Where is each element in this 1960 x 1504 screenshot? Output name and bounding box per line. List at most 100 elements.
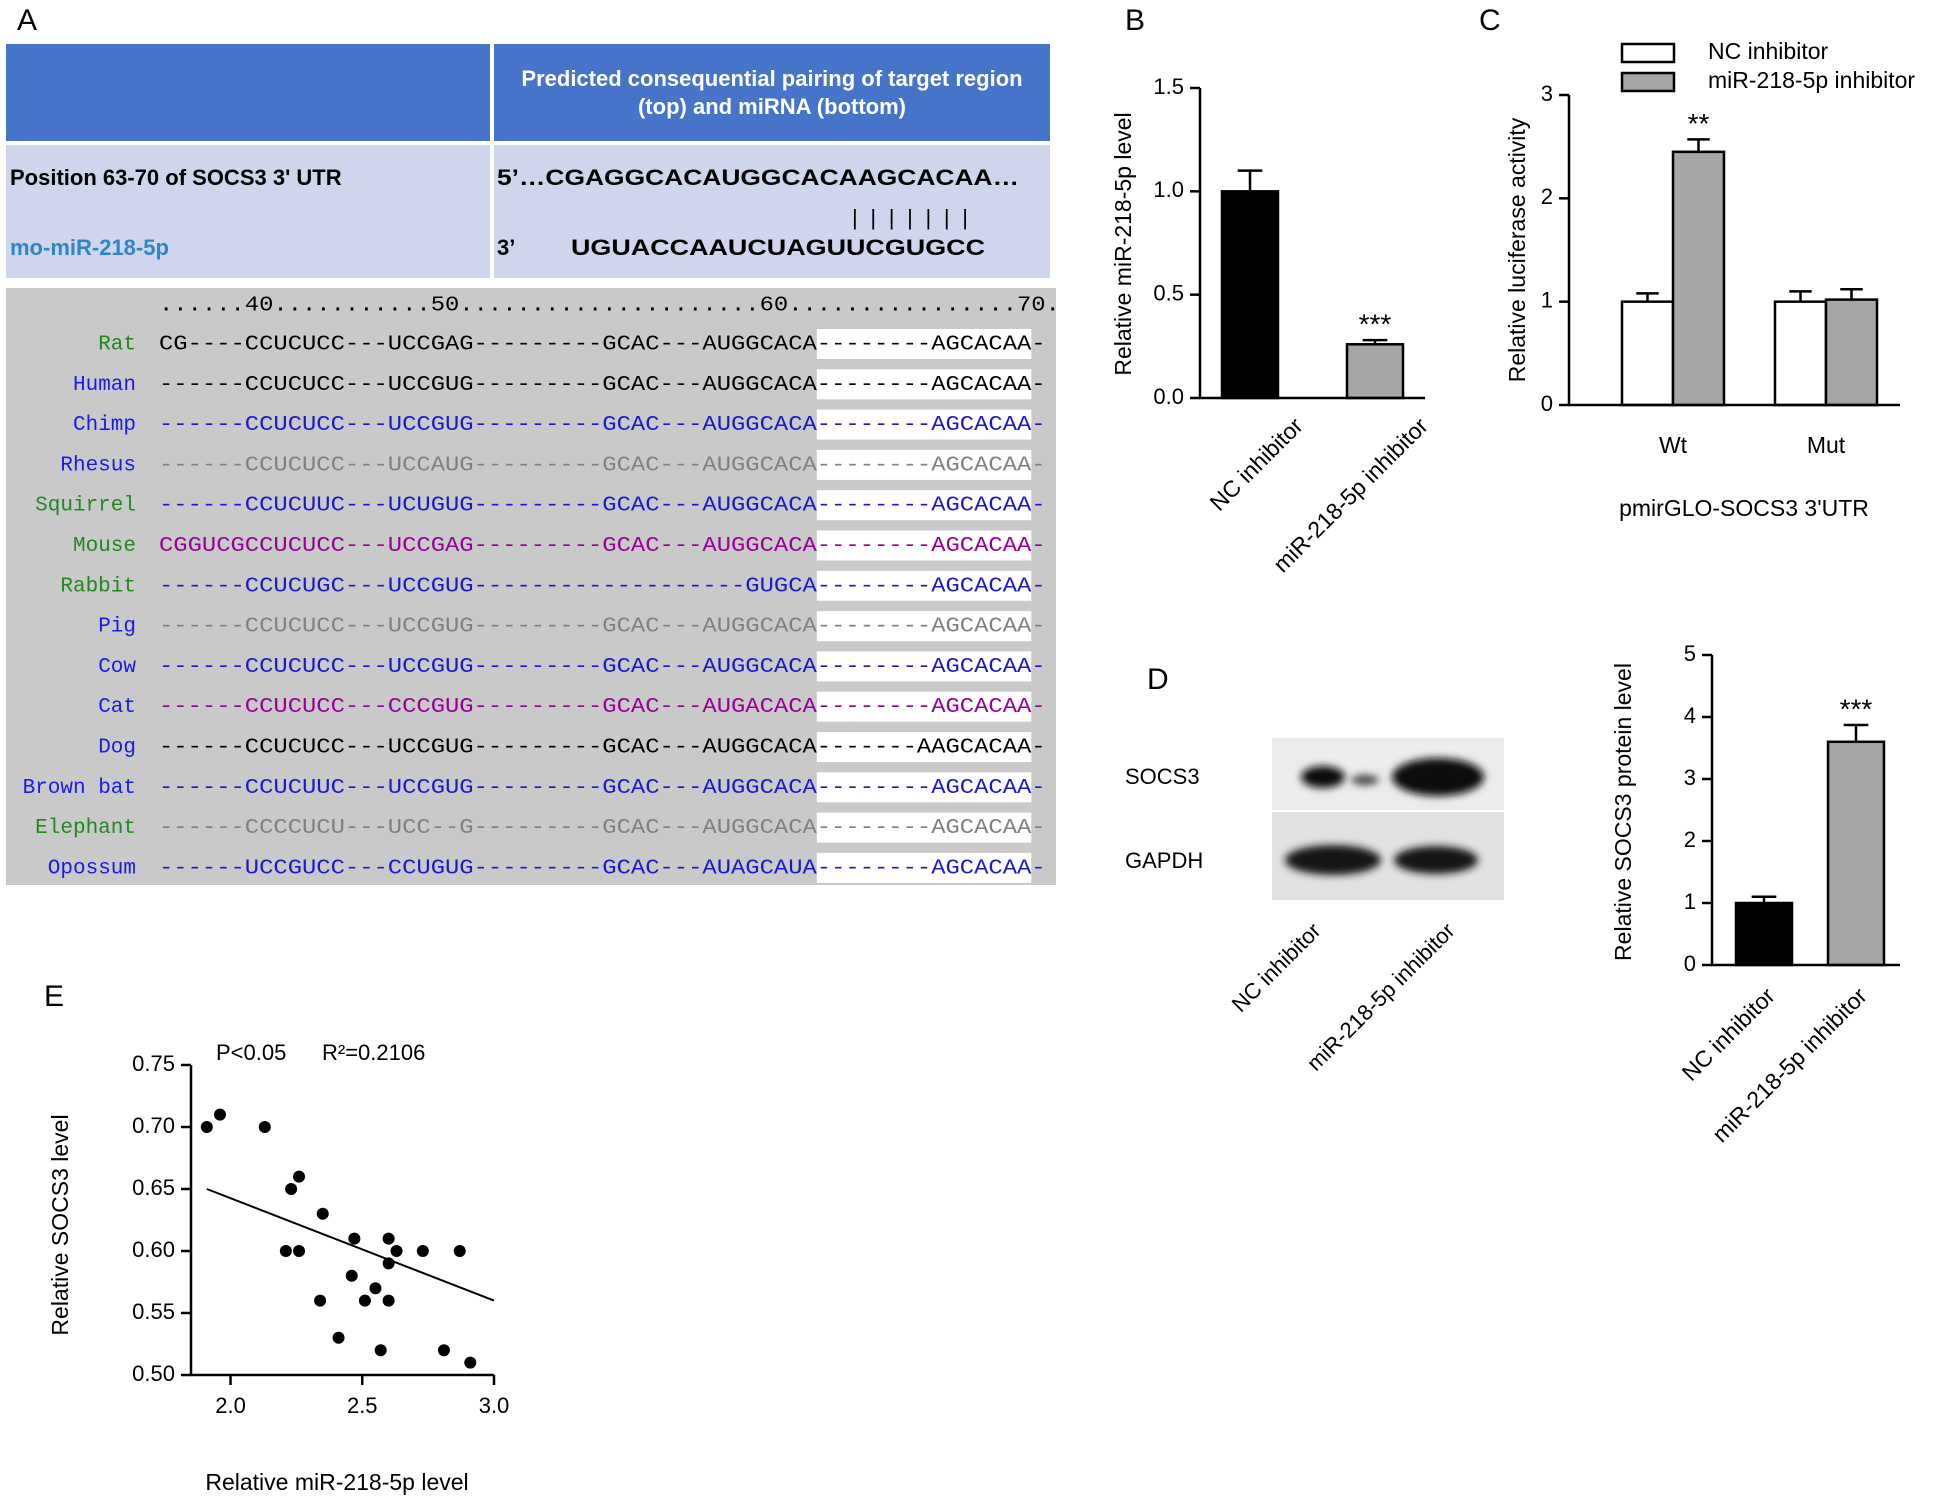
x-tick-label: NC inhibitor [1204,412,1308,516]
panel-label: B [1125,4,1145,37]
x-tick-label: 2.0 [215,1393,246,1418]
blot-band-label: GAPDH [1125,848,1203,873]
y-tick-label: 1 [1541,287,1553,312]
highlight [816,570,1032,601]
error-bar [1843,723,1869,742]
bar [1824,298,1879,407]
y-tick-label: 1 [1684,889,1696,914]
mirna-label: mo-miR-218-5p [10,235,169,260]
error-bar [1362,338,1388,345]
point [332,1331,345,1344]
point [345,1269,358,1282]
point [279,1245,292,1257]
point [293,1245,306,1257]
error-bar [1789,290,1812,302]
error-bar [1636,292,1659,302]
bar [1734,901,1794,967]
highlight [816,852,1032,883]
bar [1345,343,1405,400]
y-tick-label: 1.5 [1153,74,1184,99]
y-tick-label: 0.70 [132,1113,175,1138]
sequence: ------CCUCUUC---UCUGUG---------GCAC---AU… [159,495,1046,518]
point [314,1294,327,1307]
sequence: ------CCUCUCC---UCCGUG---------GCAC---AU… [159,737,1046,760]
legend-label: NC inhibitor [1708,38,1828,64]
panel-label: A [17,4,37,37]
point [348,1232,361,1245]
band [1394,846,1478,874]
species: Squirrel [35,495,136,518]
target-label: Position 63-70 of SOCS3 3' UTR [10,165,342,190]
y-tick-label: 0.65 [132,1175,175,1200]
bar [1620,300,1675,407]
y-axis-label: Relative SOCS3 protein level [1610,663,1636,961]
y-axis-label: Relative SOCS3 level [47,1114,73,1335]
y-tick-label: 0.0 [1153,384,1184,409]
sequence: ------UCCGUCC---CCUGUG---------GCAC---AU… [159,857,1046,880]
y-axis-label: Relative luciferase activity [1504,117,1530,382]
annotation: P<0.05 [216,1040,286,1065]
highlight [816,732,1032,762]
y-tick-label: 0.5 [1153,280,1184,305]
blot-band-label: SOCS3 [1125,764,1200,789]
highlight [816,449,1032,480]
table-body-bg [6,145,1050,278]
target-sequence: 5’…CGAGGCACAUGGCACAAGCACAA… [497,165,1019,190]
y-tick-label: 0 [1684,951,1696,976]
x-tick-label: Mut [1807,432,1846,458]
point [374,1344,387,1357]
y-tick-label: 0 [1541,391,1553,416]
sequence: ------CCUCUCC---CCCGUG---------GCAC---AU… [159,696,1046,719]
point [316,1207,329,1220]
table-header: Predicted consequential pairing of targe… [521,65,1023,119]
y-tick-label: 0.75 [132,1051,175,1076]
x-axis-label: Relative miR-218-5p level [205,1469,468,1495]
pairing: ||||||| [852,205,968,230]
species: Dog [98,737,136,760]
species: Rabbit [60,575,136,598]
sequence: ------CCUCUCC---UCCGUG---------GCAC---AU… [159,374,1046,397]
y-tick-label: 2 [1541,184,1553,209]
band [1392,758,1484,796]
y-tick-label: 0.60 [132,1237,175,1262]
point [293,1170,306,1183]
species: Chimp [73,414,136,437]
annotation: R²=0.2106 [322,1040,425,1065]
mirna-end: 3’ [497,235,515,260]
point [464,1356,477,1369]
species: Brown bat [23,777,136,800]
highlight [816,611,1032,642]
sequence: CG----CCUCUCC---UCCGAG---------GCAC---AU… [159,334,1046,357]
point [416,1245,429,1257]
species: Mouse [73,535,136,558]
point [200,1121,213,1133]
point [213,1108,226,1121]
y-axis-label: Relative miR-218-5p level [1110,112,1136,375]
x-tick-label: miR-218-5p inhibitor [1707,982,1872,1147]
bar [1773,300,1828,407]
point [382,1232,395,1245]
band [1285,845,1381,875]
highlight [816,409,1032,440]
highlight [816,329,1032,359]
error-bar [1687,138,1710,152]
mirna-sequence: UGUACCAAUCUAGUUCGUGCC [571,235,985,260]
error-bar [1237,169,1263,192]
species: Cow [98,656,136,679]
y-tick-label: 4 [1684,703,1696,728]
y-tick-label: 1.0 [1153,177,1184,202]
panel-label: E [44,980,64,1013]
point [285,1183,298,1195]
significance: ** [1688,108,1710,139]
species: Rat [98,334,136,357]
blot-lane-label: miR-218-5p inhibitor [1302,918,1460,1076]
legend-label: miR-218-5p inhibitor [1708,67,1915,93]
bar [1826,740,1886,967]
error-bar [1751,895,1777,903]
sequence: CGGUCGCCUCUCC---UCCGAG---------GCAC---AU… [159,535,1046,558]
significance: *** [1359,309,1392,340]
point [390,1245,403,1257]
sequence: ------CCUCUCC---UCCGUG---------GCAC---AU… [159,616,1046,639]
highlight [816,490,1032,521]
